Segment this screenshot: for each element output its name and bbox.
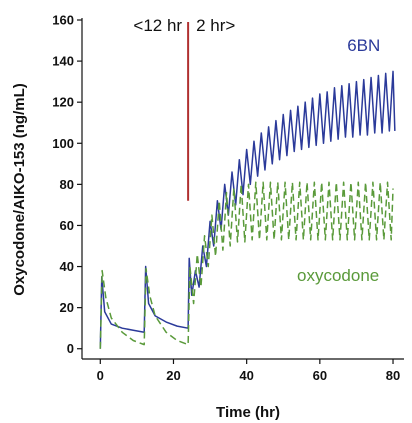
y-tick-label: 140 [52, 54, 74, 69]
x-tick-label: 80 [386, 368, 400, 383]
dose-label-after: 2 hr> [196, 16, 235, 35]
x-tick-label: 20 [166, 368, 180, 383]
y-axis-label: Oxycodone/AIKO-153 (ng/mL) [11, 83, 28, 296]
series-line-oxycodone [99, 181, 394, 349]
y-tick-label: 20 [60, 300, 74, 315]
annotation-6bn: 6BN [347, 36, 380, 55]
y-tick-label: 40 [60, 259, 74, 274]
x-tick-label: 0 [97, 368, 104, 383]
y-tick-label: 120 [52, 95, 74, 110]
x-tick-label: 60 [313, 368, 327, 383]
x-tick-label: 40 [239, 368, 253, 383]
x-axis-label: Time (hr) [216, 404, 280, 421]
y-tick-label: 100 [52, 136, 74, 151]
y-tick-label: 160 [52, 13, 74, 28]
y-tick-label: 0 [67, 341, 74, 356]
series-line-6bn [99, 70, 396, 349]
dose-label-before: <12 hr [133, 16, 182, 35]
y-tick-label: 60 [60, 218, 74, 233]
annotation-oxycodone: oxycodone [297, 266, 379, 285]
y-tick-label: 80 [60, 177, 74, 192]
